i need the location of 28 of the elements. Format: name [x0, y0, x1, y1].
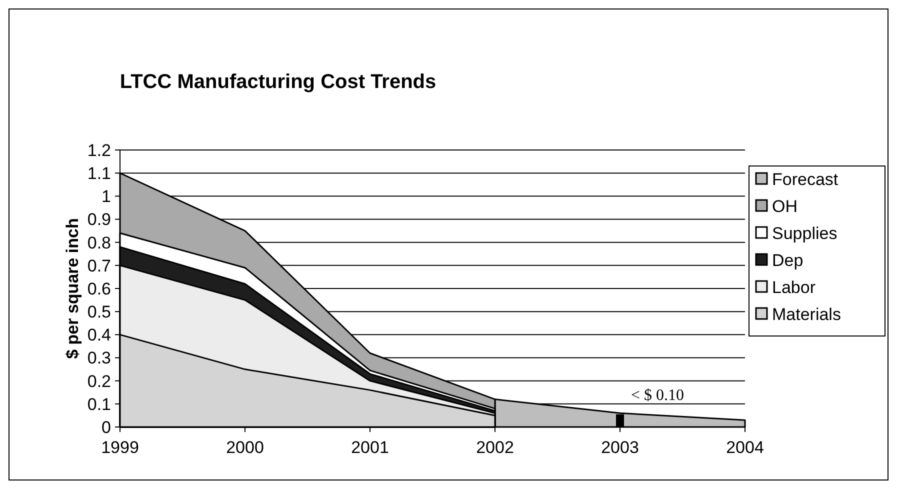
y-tick-label: 0 [102, 418, 111, 437]
y-axis-title: $ per square inch [63, 218, 82, 359]
y-tick-label: 0.6 [87, 279, 111, 298]
y-tick-label: 0.3 [87, 348, 111, 368]
legend-label: Supplies [772, 224, 838, 243]
y-tick-label: 1.1 [87, 164, 111, 184]
annotation: < $ 0.10 [630, 387, 684, 404]
y-tick-label: 0.8 [87, 233, 111, 252]
legend-label: OH [772, 196, 798, 216]
x-tick-label: 2003 [601, 438, 639, 457]
legend-label: Materials [772, 304, 841, 324]
chart-title: LTCC Manufacturing Cost Trends [120, 71, 436, 93]
y-tick-label: 0.5 [87, 302, 111, 322]
y-tick-label: 0.4 [87, 326, 111, 345]
x-tick-label: 1999 [101, 438, 139, 457]
y-tick-label: 0.9 [87, 210, 111, 230]
y-tick-label: 1 [102, 187, 111, 206]
legend-label: Labor [772, 278, 816, 297]
legend-label: Forecast [772, 170, 838, 189]
y-tick-label: 0.2 [87, 372, 111, 391]
legend-label: Dep [772, 250, 804, 270]
y-tick-label: 1.2 [87, 140, 111, 160]
x-tick-label: 2000 [226, 438, 264, 457]
y-tick-label: 0.1 [87, 394, 111, 414]
x-tick-label: 2004 [726, 438, 764, 457]
x-tick-label: 2002 [476, 438, 514, 457]
y-tick-label: 0.7 [87, 256, 111, 276]
x-tick-label: 2001 [351, 438, 389, 457]
